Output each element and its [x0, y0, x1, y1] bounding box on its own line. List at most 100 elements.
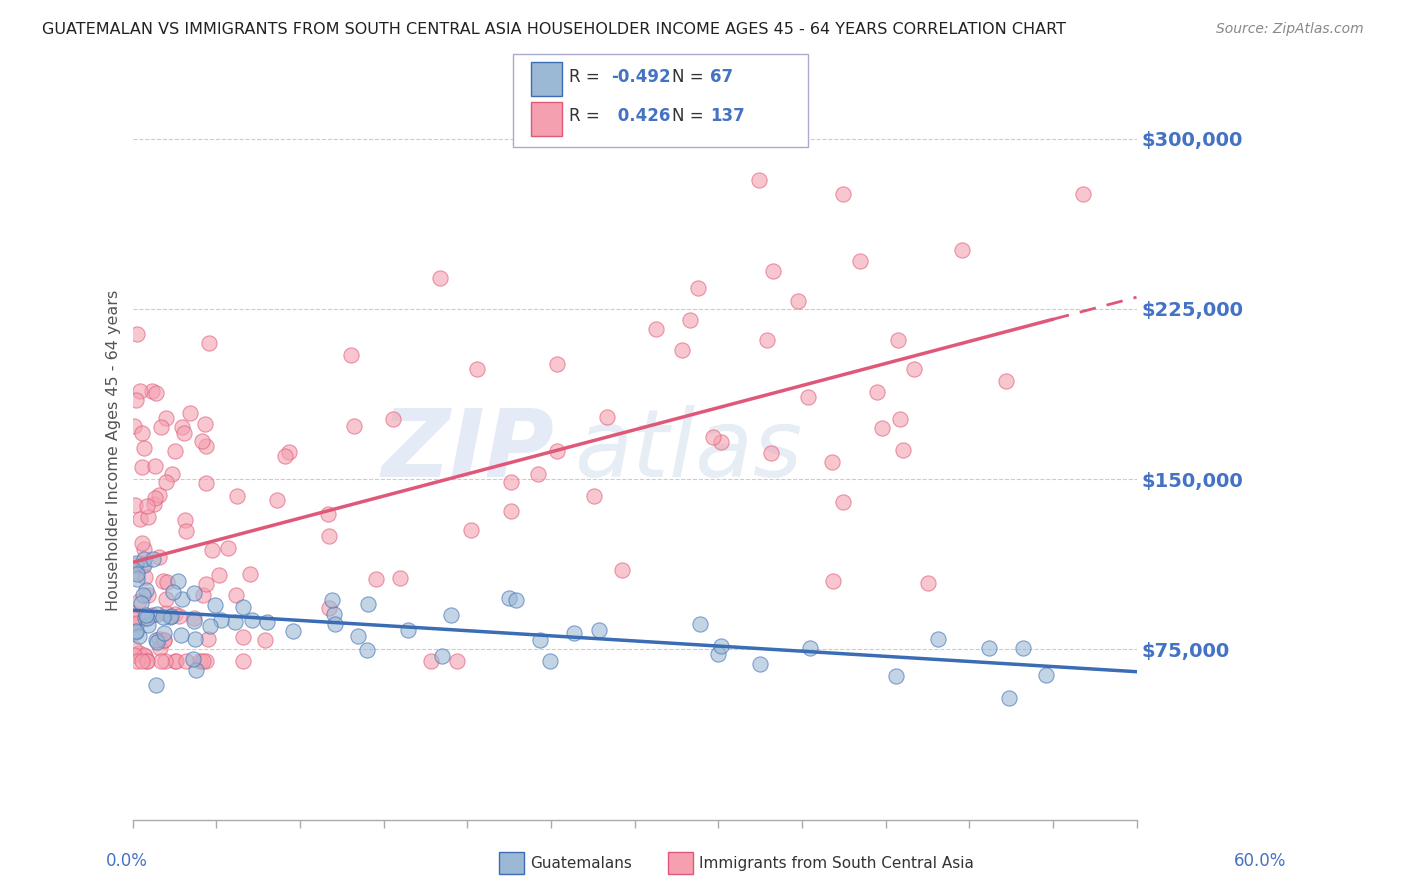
Point [688, 281, 710, 295]
Point [135, 607, 157, 622]
Point [148, 549, 170, 564]
Point [1071, 187, 1094, 202]
Text: Immigrants from South Central Asia: Immigrants from South Central Asia [699, 856, 974, 871]
Point [165, 654, 187, 668]
Text: N =: N = [672, 68, 709, 87]
Point [165, 654, 187, 668]
Point [188, 654, 211, 668]
Point [148, 488, 170, 502]
Point [546, 357, 568, 371]
Text: 137: 137 [710, 107, 745, 125]
Point [256, 615, 278, 629]
Point [209, 613, 232, 627]
Point [155, 606, 177, 620]
Point [125, 625, 148, 640]
Point [194, 417, 217, 431]
Point [128, 646, 150, 660]
Point [153, 626, 176, 640]
Point [131, 588, 153, 602]
Point [612, 563, 634, 577]
Point [143, 458, 166, 473]
Point [141, 608, 163, 623]
Point [143, 491, 166, 505]
Point [134, 611, 156, 625]
Point [702, 430, 724, 444]
Point [995, 374, 1018, 388]
Y-axis label: Householder Income Ages 45 - 64 years: Householder Income Ages 45 - 64 years [107, 290, 121, 611]
Text: 67: 67 [710, 68, 733, 87]
Point [546, 444, 568, 458]
Point [159, 609, 181, 624]
Point [129, 512, 152, 526]
Point [201, 542, 224, 557]
Point [125, 624, 148, 639]
Point [193, 588, 215, 602]
Point [191, 654, 214, 668]
Point [595, 409, 617, 424]
Point [125, 327, 148, 342]
Point [179, 406, 201, 420]
Point [131, 535, 153, 549]
Point [122, 612, 145, 626]
Point [134, 648, 156, 663]
Point [129, 595, 152, 609]
Point [419, 654, 441, 668]
Point [167, 609, 190, 624]
Point [136, 611, 159, 625]
Point [671, 343, 693, 358]
Point [564, 625, 586, 640]
Point [183, 586, 205, 600]
Point [872, 421, 894, 435]
Point [170, 627, 193, 641]
Point [194, 475, 217, 490]
Text: 60.0%: 60.0% [1234, 852, 1286, 870]
Point [232, 654, 254, 668]
Point [152, 574, 174, 588]
Point [889, 411, 911, 425]
Point [163, 444, 186, 458]
Point [135, 583, 157, 598]
Point [122, 648, 145, 662]
Point [128, 593, 150, 607]
Point [950, 243, 973, 257]
Point [136, 654, 159, 668]
Point [382, 411, 405, 425]
Point [321, 593, 343, 607]
Point [364, 572, 387, 586]
Point [122, 606, 145, 620]
Point [184, 663, 207, 677]
Point [891, 442, 914, 457]
Point [204, 599, 226, 613]
Point [786, 293, 808, 308]
Text: N =: N = [672, 107, 709, 125]
Point [710, 639, 733, 653]
Point [226, 489, 249, 503]
Point [162, 467, 184, 481]
Point [146, 607, 169, 621]
Point [183, 611, 205, 625]
Text: Source: ZipAtlas.com: Source: ZipAtlas.com [1216, 22, 1364, 37]
Point [146, 635, 169, 649]
Point [131, 425, 153, 440]
Point [165, 607, 187, 621]
Point [145, 677, 167, 691]
Point [886, 669, 908, 683]
Point [527, 467, 550, 481]
Point [131, 459, 153, 474]
Point [132, 441, 155, 455]
Point [689, 616, 711, 631]
Point [131, 654, 153, 668]
Point [343, 419, 366, 434]
Point [125, 654, 148, 668]
Point [356, 643, 378, 657]
Point [142, 497, 165, 511]
Point [460, 523, 482, 537]
Point [866, 384, 889, 399]
Point [173, 426, 195, 441]
Point [588, 623, 610, 637]
Point [174, 654, 197, 668]
Point [183, 615, 205, 629]
Text: R =: R = [569, 68, 606, 87]
Point [141, 384, 163, 399]
Point [232, 630, 254, 644]
